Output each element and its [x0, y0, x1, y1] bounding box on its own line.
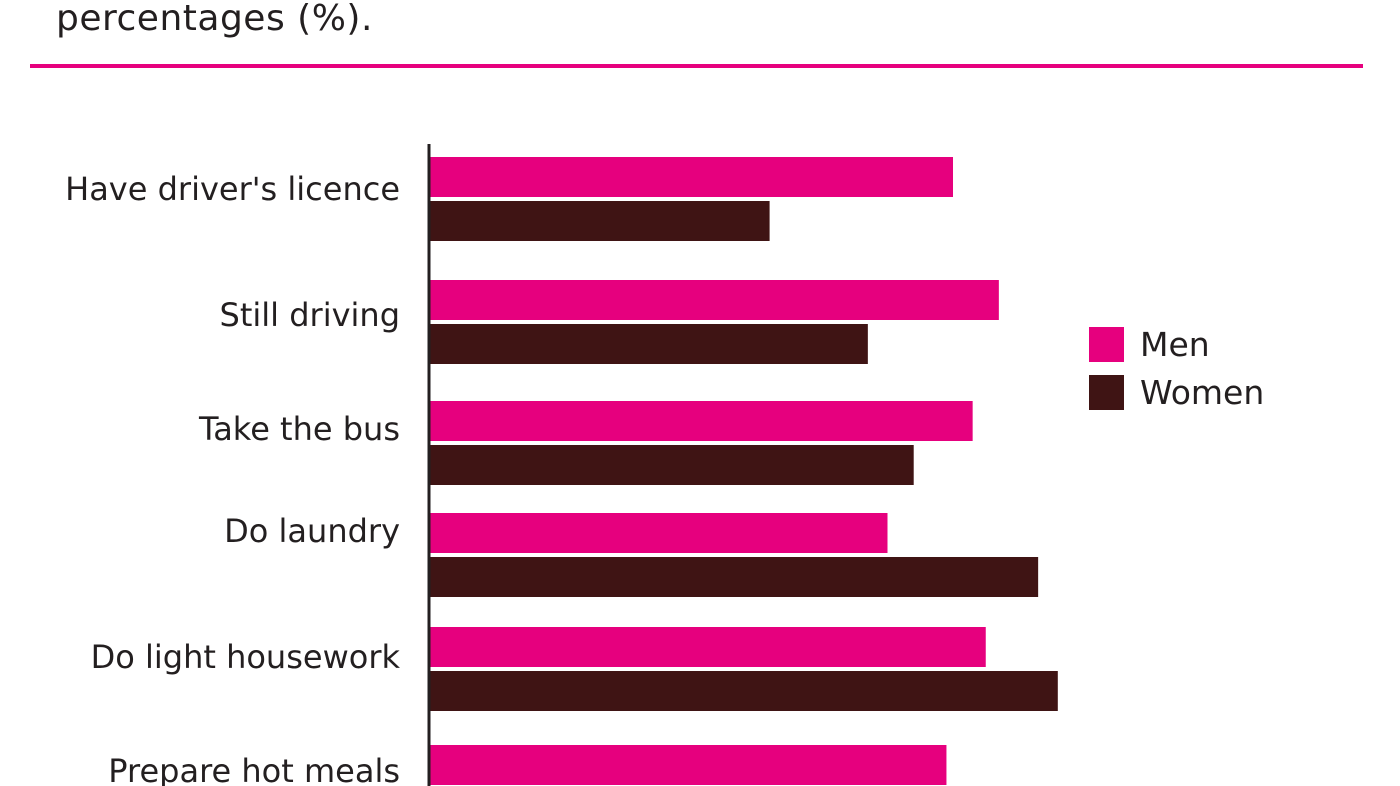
- legend-swatch-men: [1089, 326, 1124, 362]
- legend-label-women: Women: [1140, 372, 1265, 412]
- legend-swatch-women: [1089, 374, 1124, 410]
- legend-item-men: Men: [1089, 320, 1264, 368]
- header-rule: [30, 64, 1363, 68]
- category-label-have-driver-s-licence: Have driver's licence: [65, 170, 400, 208]
- bar-women-have-driver-s-licence: [429, 201, 770, 241]
- bar-men-still-driving: [429, 280, 999, 320]
- bar-men-prepare-hot-meals: [429, 745, 947, 785]
- legend: Men Women: [1089, 320, 1264, 416]
- category-label-do-light-housework: Do light housework: [91, 638, 401, 676]
- bar-women-still-driving: [429, 324, 868, 364]
- bar-men-have-driver-s-licence: [429, 157, 953, 197]
- category-label-do-laundry: Do laundry: [224, 512, 400, 550]
- category-label-still-driving: Still driving: [220, 296, 400, 334]
- bar-women-do-light-housework: [429, 671, 1058, 711]
- category-label-prepare-hot-meals: Prepare hot meals: [108, 752, 400, 786]
- bar-men-do-light-housework: [429, 627, 986, 667]
- bar-men-take-the-bus: [429, 401, 973, 441]
- legend-item-women: Women: [1089, 368, 1264, 416]
- bar-women-do-laundry: [429, 557, 1039, 597]
- bar-men-do-laundry: [429, 513, 888, 553]
- bar-women-take-the-bus: [429, 445, 914, 485]
- legend-label-men: Men: [1140, 324, 1210, 364]
- chart-caption: percentages (%).: [56, 0, 373, 39]
- category-label-take-the-bus: Take the bus: [198, 410, 400, 448]
